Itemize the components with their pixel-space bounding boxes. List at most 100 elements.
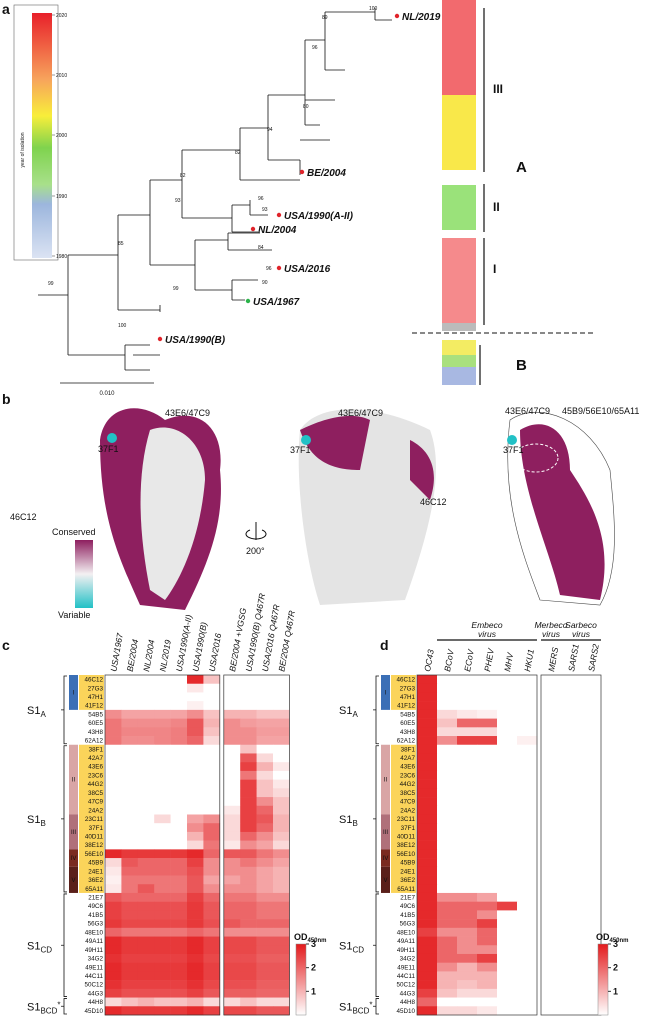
heat-cell (137, 980, 155, 990)
row-label: 48E10 (397, 929, 416, 936)
heat-cell (170, 910, 188, 920)
heat-cell (105, 805, 122, 815)
heat-cell (137, 683, 155, 693)
region-brace (373, 998, 379, 1015)
heat-cell (121, 736, 139, 746)
heat-cell (105, 971, 122, 981)
row-label: 49C6 (88, 903, 104, 910)
heat-cell (256, 701, 274, 711)
heat-cell (137, 953, 155, 963)
bootstrap: 99 (48, 281, 54, 287)
heat-cell (437, 727, 458, 737)
heat-cell (105, 744, 122, 754)
heat-cell (437, 683, 458, 693)
heat-cell (497, 736, 518, 746)
heat-cell (581, 919, 602, 929)
heat-cell (121, 997, 139, 1007)
heat-cell (273, 988, 290, 998)
heat-cell (273, 901, 290, 911)
row-label: 42A7 (88, 755, 103, 762)
heat-cell (223, 718, 241, 728)
legend-low: Variable (58, 610, 90, 620)
heat-cell (437, 971, 458, 981)
heat-cell (497, 840, 518, 850)
heat-cell (581, 997, 602, 1007)
colorbar-tick-label: 1980 (56, 254, 67, 260)
heat-cell (437, 988, 458, 998)
row-label: 41B5 (400, 912, 415, 919)
heat-cell (477, 709, 498, 719)
heat-cell (170, 831, 188, 841)
clade-label: III (493, 82, 503, 96)
heat-cell (256, 692, 274, 702)
region-label: S1A (27, 705, 46, 719)
heat-cell (240, 997, 257, 1007)
heat-cell (541, 683, 562, 693)
row-label: 44G2 (400, 781, 416, 788)
heat-cell (137, 1006, 155, 1016)
row-label: 36E2 (88, 877, 103, 884)
heat-cell (154, 788, 171, 798)
heat-cell (240, 962, 257, 972)
heat-cell (517, 962, 538, 972)
domain-bar (69, 675, 78, 710)
heat-cell (561, 823, 582, 833)
heat-cell (137, 788, 155, 798)
heat-cell (203, 884, 221, 894)
heat-cell (256, 936, 274, 946)
heat-cell (223, 927, 241, 937)
heat-cell (457, 683, 478, 693)
row-label: 36E2 (400, 877, 415, 884)
heat-cell (457, 945, 478, 955)
heat-cell (417, 866, 438, 876)
heat-cell (203, 980, 221, 990)
heat-cell (457, 701, 478, 711)
heat-cell (497, 988, 518, 998)
heat-cell (105, 753, 122, 763)
heat-cell (240, 770, 257, 780)
heat-cell (203, 997, 221, 1007)
heat-cell (187, 770, 204, 780)
heat-cell (105, 927, 122, 937)
heat-cell (223, 736, 241, 746)
heat-cell (223, 831, 241, 841)
heat-cell (581, 762, 602, 772)
heat-cell (417, 805, 438, 815)
heat-cell (417, 814, 438, 824)
row-label: 48E10 (85, 929, 104, 936)
row-label: 40D11 (85, 833, 104, 840)
heat-cell (581, 753, 602, 763)
heat-cell (497, 727, 518, 737)
heat-cell (417, 701, 438, 711)
heat-cell (561, 988, 582, 998)
heat-cell (256, 675, 274, 685)
bootstrap: 82 (180, 173, 186, 179)
heat-cell (256, 753, 274, 763)
heat-cell (477, 753, 498, 763)
bootstrap: 100 (118, 323, 127, 329)
heat-cell (203, 945, 221, 955)
heat-cell (203, 797, 221, 807)
heat-cell (477, 988, 498, 998)
heat-cell (154, 910, 171, 920)
row-label: 37F1 (89, 825, 104, 832)
od-part: 450nm (308, 938, 327, 944)
heat-cell (121, 901, 139, 911)
heat-cell (223, 823, 241, 833)
heat-cell (203, 901, 221, 911)
virus-group-label: Embeco (471, 620, 502, 630)
heat-cell (137, 779, 155, 789)
column-label: NL/2004 (141, 639, 156, 673)
heat-cell (187, 753, 204, 763)
heat-cell (105, 858, 122, 868)
heat-cell (517, 997, 538, 1007)
epitope-label: 37F1 (98, 444, 119, 454)
heat-cell (417, 727, 438, 737)
region-part: B (40, 819, 45, 828)
row-label: 56G3 (88, 921, 104, 928)
heat-cell (223, 770, 241, 780)
heat-cell (223, 701, 241, 711)
heat-cell (437, 849, 458, 859)
heat-cell (187, 823, 204, 833)
heat-cell (581, 831, 602, 841)
